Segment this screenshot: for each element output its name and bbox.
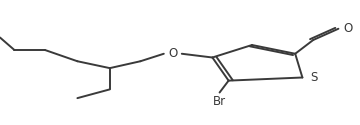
Text: S: S <box>310 71 318 84</box>
Text: O: O <box>344 22 353 35</box>
Text: Br: Br <box>213 95 226 108</box>
Text: O: O <box>168 47 177 60</box>
